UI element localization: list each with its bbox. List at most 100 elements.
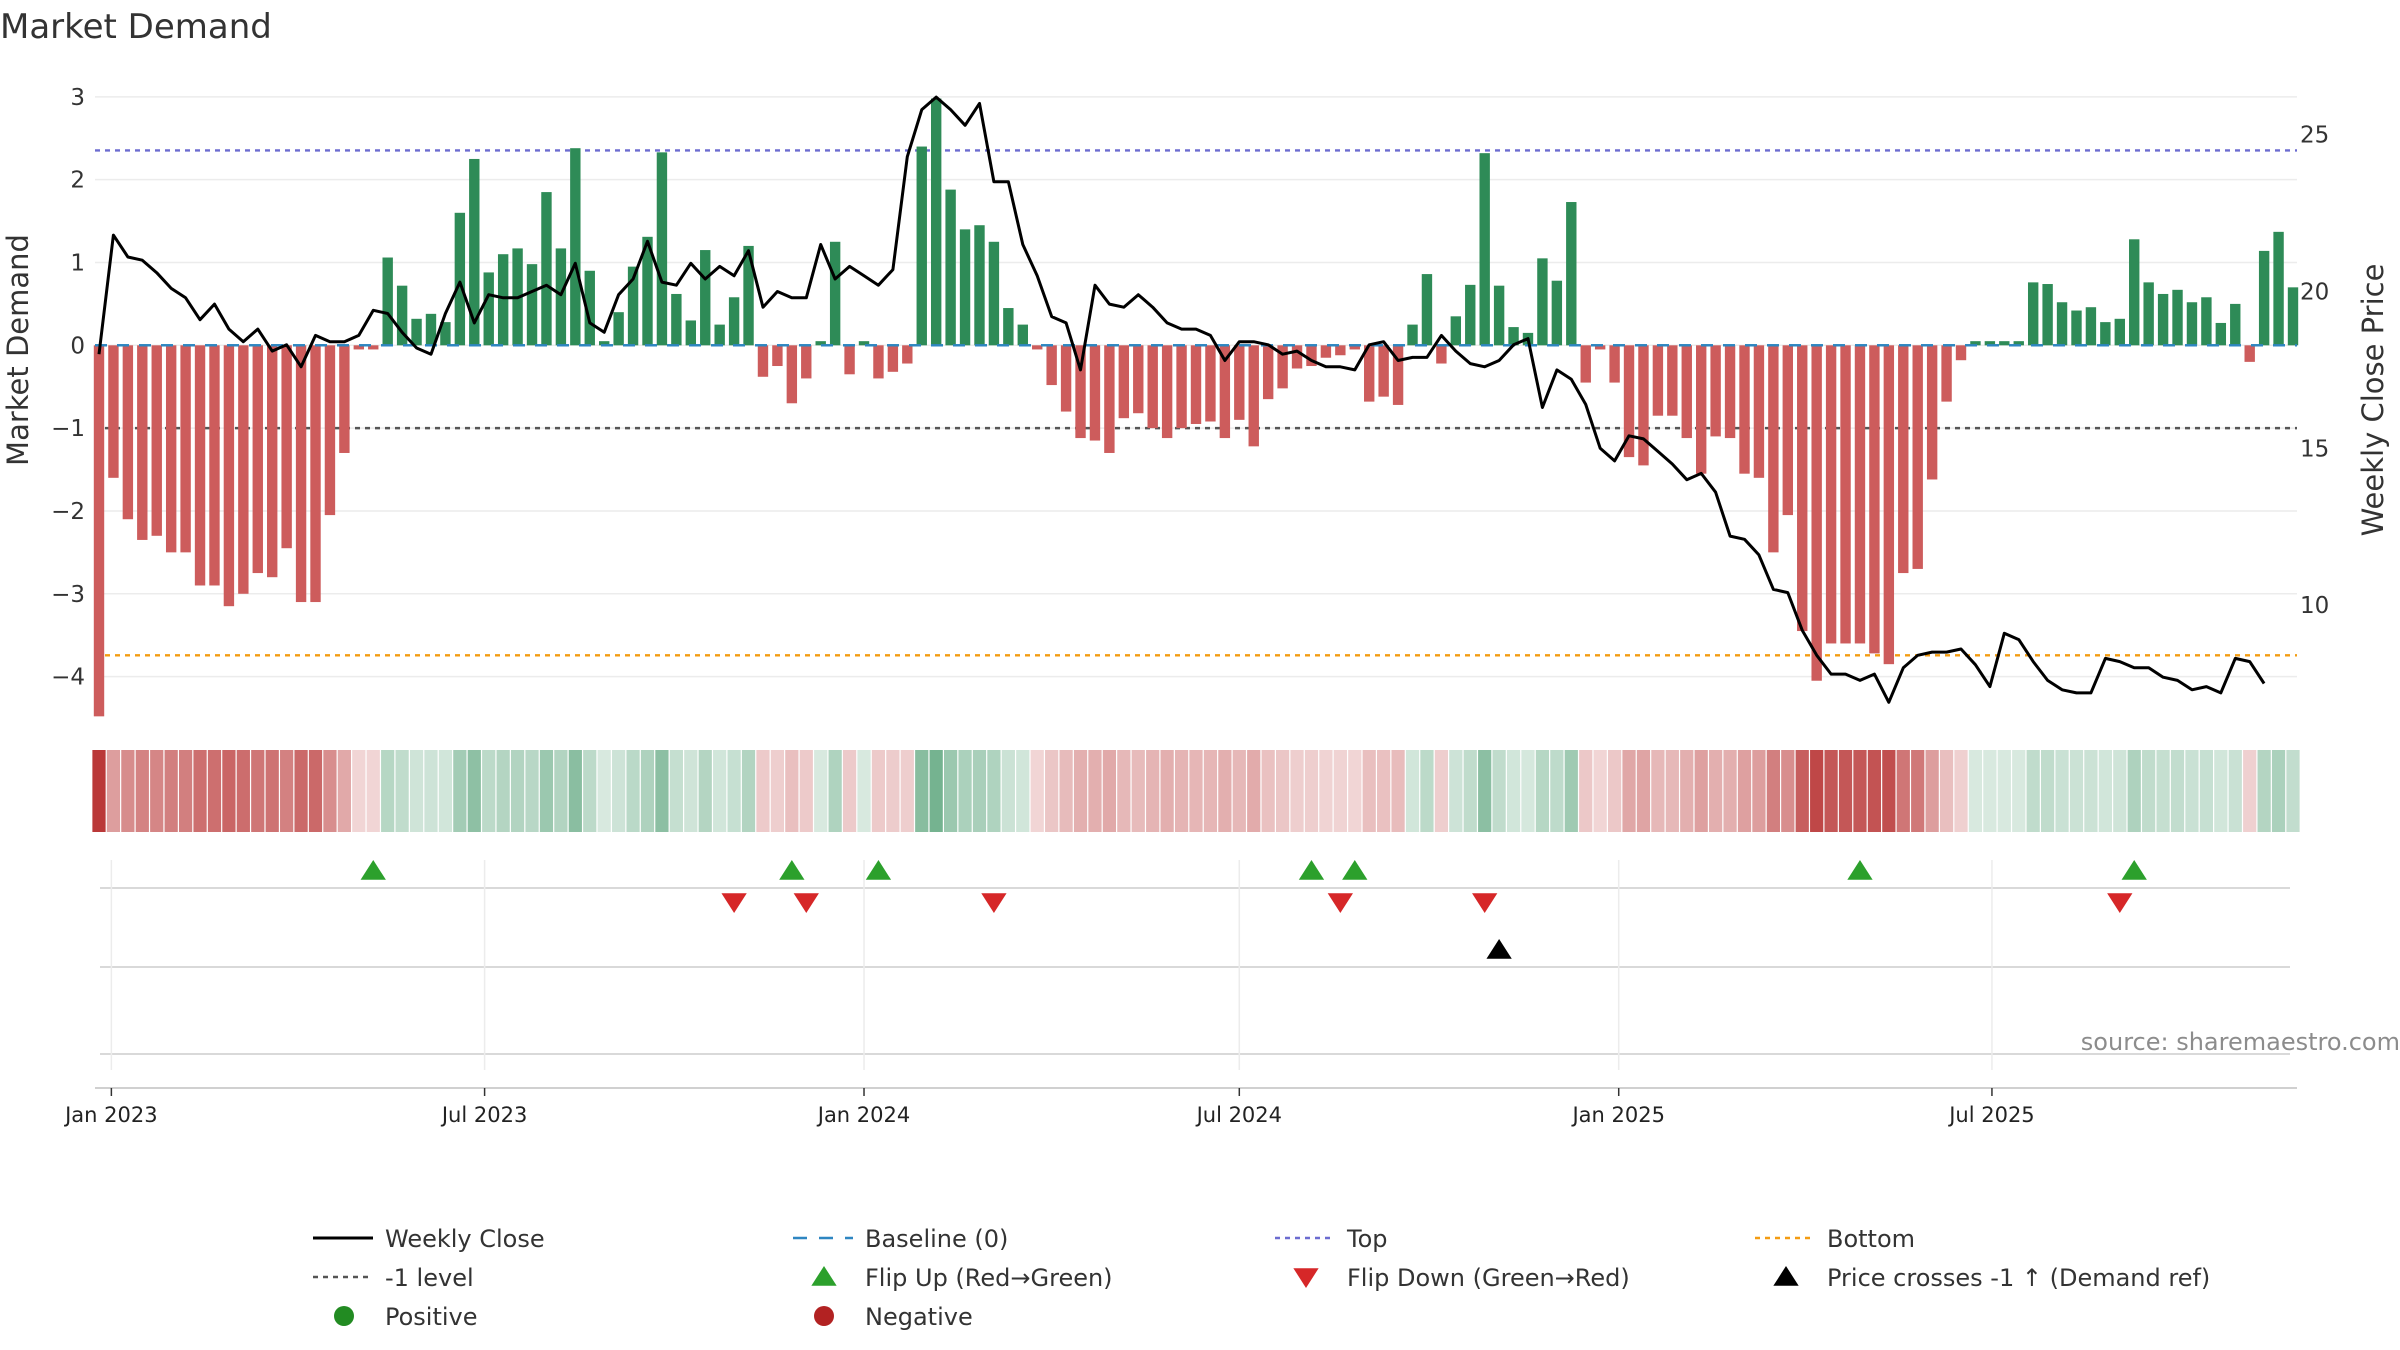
heat-cell bbox=[453, 750, 467, 832]
heat-cell bbox=[1607, 750, 1622, 832]
demand-bar bbox=[1262, 345, 1274, 400]
demand-bar bbox=[1147, 345, 1158, 429]
heat-cell bbox=[1434, 750, 1448, 832]
heat-cell bbox=[467, 750, 481, 832]
demand-bar bbox=[714, 324, 725, 346]
demand-bar bbox=[627, 266, 639, 346]
heat-cell bbox=[1766, 750, 1780, 832]
demand-bar bbox=[1811, 345, 1822, 681]
demand-bar bbox=[1912, 345, 1923, 569]
demand-bar bbox=[829, 241, 841, 346]
demand-bar bbox=[599, 341, 610, 346]
heat-cell bbox=[178, 750, 193, 832]
heat-cell bbox=[2286, 750, 2300, 832]
heat-cell bbox=[857, 750, 871, 832]
heat-cell bbox=[568, 750, 582, 832]
demand-bar bbox=[1089, 345, 1101, 441]
heat-cell bbox=[150, 750, 164, 832]
heat-cell bbox=[741, 750, 756, 832]
flip-down-marker bbox=[1327, 893, 1353, 913]
heat-cell bbox=[2127, 750, 2141, 832]
demand-bar bbox=[252, 345, 263, 574]
demand-bar bbox=[1696, 345, 1707, 474]
heat-cell bbox=[1088, 750, 1102, 832]
demand-bar bbox=[425, 313, 437, 346]
heat-cell bbox=[1045, 750, 1059, 832]
heat-cell bbox=[1824, 750, 1838, 832]
heat-cell bbox=[1117, 750, 1131, 832]
heat-cell bbox=[2084, 750, 2098, 832]
heat-cell bbox=[1550, 750, 1564, 832]
heat-cell bbox=[1680, 750, 1694, 832]
demand-bar bbox=[2085, 307, 2097, 346]
heat-cell bbox=[727, 750, 741, 832]
x-tick-label: Jan 2024 bbox=[816, 1103, 911, 1127]
heat-cell bbox=[1059, 750, 1073, 832]
heat-cell bbox=[539, 750, 554, 832]
demand-bar bbox=[469, 158, 480, 346]
heat-cell bbox=[366, 750, 380, 832]
demand-bar bbox=[887, 345, 899, 372]
price-cross-marker bbox=[1486, 939, 1512, 959]
heat-cell bbox=[1737, 750, 1752, 832]
heat-cell bbox=[294, 750, 308, 832]
demand-bar bbox=[324, 345, 336, 516]
demand-bar bbox=[526, 264, 538, 346]
heat-cell bbox=[1564, 750, 1578, 832]
heat-cell bbox=[1420, 750, 1434, 832]
heat-cell bbox=[612, 750, 626, 832]
legend-label: -1 level bbox=[385, 1264, 474, 1292]
heat-cell bbox=[987, 750, 1001, 832]
heat-cell bbox=[2214, 750, 2228, 832]
heat-cell bbox=[1102, 750, 1117, 832]
heat-cell bbox=[886, 750, 900, 832]
demand-bar bbox=[2042, 284, 2053, 346]
flip-down-marker bbox=[1472, 893, 1498, 913]
demand-bar bbox=[1349, 345, 1360, 350]
demand-bars bbox=[93, 98, 2299, 717]
heat-cell bbox=[135, 750, 149, 832]
demand-bar bbox=[454, 212, 466, 346]
demand-bar bbox=[1392, 345, 1404, 405]
heat-cell bbox=[1810, 750, 1824, 832]
demand-bar bbox=[685, 320, 696, 346]
demand-bar bbox=[1161, 345, 1173, 439]
legend-item: Bottom bbox=[1755, 1225, 1915, 1253]
heat-cell bbox=[626, 750, 640, 832]
heat-cell bbox=[1867, 750, 1882, 832]
heat-cell bbox=[2012, 750, 2026, 832]
legend-item: Baseline (0) bbox=[793, 1225, 1008, 1253]
heat-cell bbox=[1593, 750, 1607, 832]
demand-bar bbox=[1046, 345, 1057, 386]
heat-cell bbox=[1939, 750, 1954, 832]
demand-bar bbox=[1551, 280, 1563, 346]
left-axis-ticks: −4 −3 −2 −1 0 1 2 3 bbox=[51, 85, 85, 691]
heat-cell bbox=[2170, 750, 2185, 832]
heat-cell bbox=[1636, 750, 1651, 832]
demand-bar bbox=[194, 345, 206, 586]
demand-bar bbox=[988, 241, 1000, 346]
heat-cell bbox=[1665, 750, 1679, 832]
heat-cell bbox=[1983, 750, 1997, 832]
heat-cell bbox=[510, 750, 525, 832]
heat-cell bbox=[2271, 750, 2286, 832]
demand-bar bbox=[382, 257, 393, 346]
demand-bar bbox=[743, 245, 754, 346]
heat-cell bbox=[280, 750, 294, 832]
demand-bar bbox=[801, 345, 812, 379]
heat-cell bbox=[2228, 750, 2242, 832]
demand-bar bbox=[1797, 345, 1808, 632]
heat-cell bbox=[1968, 750, 1983, 832]
demand-bar bbox=[411, 318, 422, 346]
heat-cell bbox=[1911, 750, 1925, 832]
demand-bar bbox=[1060, 345, 1072, 412]
demand-bar bbox=[1176, 345, 1187, 429]
demand-bar bbox=[1205, 345, 1216, 422]
heat-cell bbox=[1694, 750, 1708, 832]
heat-cell bbox=[92, 750, 106, 832]
demand-bar bbox=[1537, 258, 1548, 346]
heat-cell bbox=[2055, 750, 2069, 832]
demand-bar bbox=[1118, 345, 1130, 419]
heat-cell bbox=[1203, 750, 1218, 832]
heat-cell bbox=[1160, 750, 1174, 832]
